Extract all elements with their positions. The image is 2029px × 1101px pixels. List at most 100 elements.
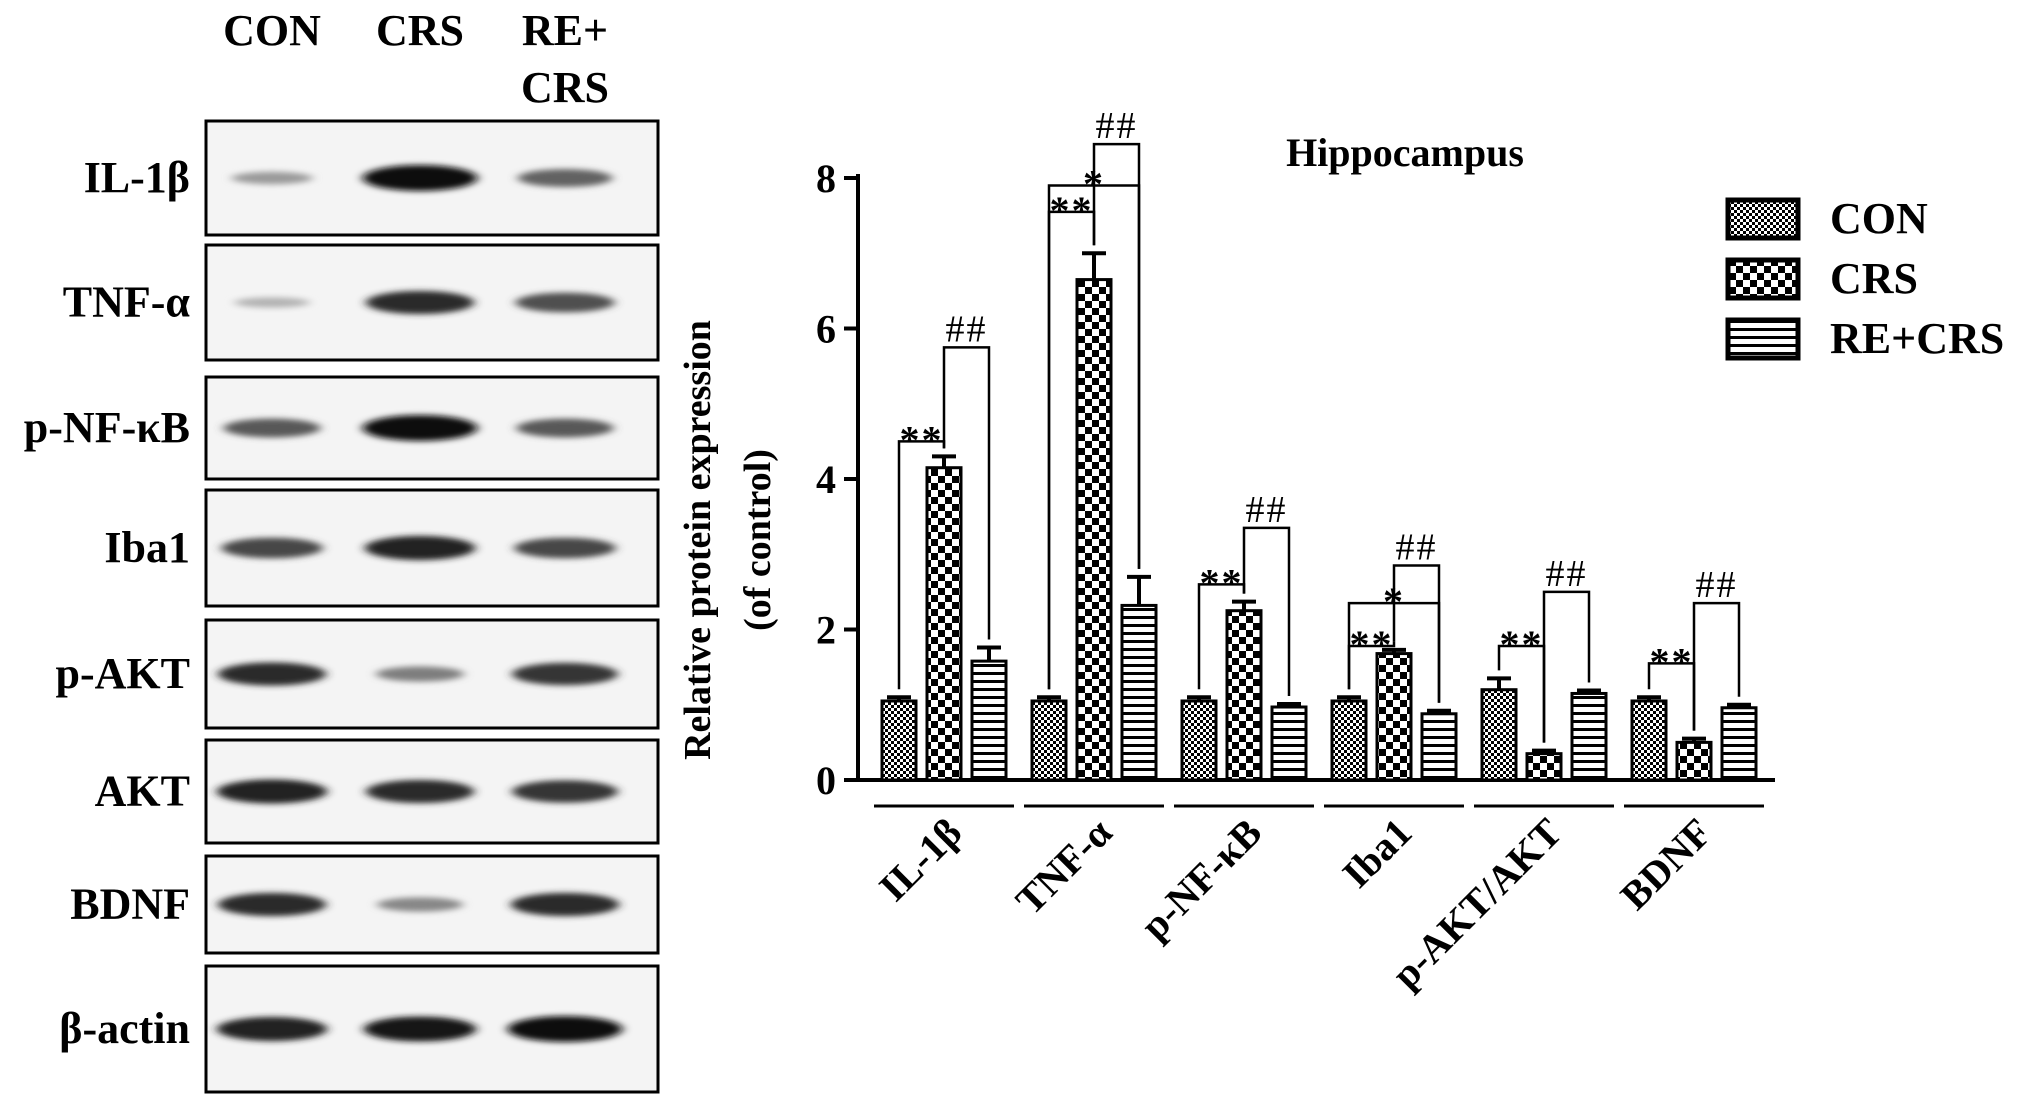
significance-label: ## [1096, 105, 1138, 147]
blot-row-label: β-actin [59, 1004, 190, 1053]
blot-row-label: BDNF [70, 880, 190, 929]
bar-CON-Iba1 [1330, 699, 1368, 782]
significance-bracket: ## [1242, 489, 1291, 696]
blot-row-label: IL-1β [84, 153, 190, 202]
blot-band [364, 535, 476, 561]
blot-band [517, 169, 613, 187]
bar-CRS-Iba1 [1375, 652, 1413, 782]
bar-CON-BDNF [1630, 699, 1668, 782]
blot-band [216, 779, 328, 804]
blot-band [376, 666, 464, 682]
blot-band [217, 892, 327, 917]
y-tick-label: 8 [816, 156, 836, 201]
bar-RE+CRS-IL-1β [970, 659, 1008, 782]
bar-RE+CRS-p-AKT/AKT [1570, 691, 1608, 782]
bar-CRS-IL-1β [925, 466, 963, 782]
bar-RE+CRS-TNF-α [1120, 603, 1158, 782]
bar-CRS-p-NF-κB [1225, 609, 1263, 782]
blot-band [362, 415, 478, 441]
blot-row: IL-1β [84, 119, 660, 237]
legend-swatch-CON [1725, 197, 1801, 241]
blot-band [365, 779, 475, 804]
blot-band [377, 897, 463, 912]
blot-band [217, 662, 327, 686]
blot-band [512, 780, 618, 803]
blot-row: Iba1 [104, 488, 660, 608]
blot-band [365, 290, 475, 315]
bar-CON-p-AKT/AKT [1480, 688, 1518, 782]
lane-label-2-1: CRS [521, 63, 609, 112]
blot-band [507, 1016, 623, 1042]
significance-line [1392, 564, 1441, 703]
significance-bracket: ## [1392, 527, 1441, 703]
blot-band [223, 418, 321, 438]
y-axis-label-line-2: (of control) [737, 449, 779, 631]
blot-row-label: p-NF-κB [24, 403, 190, 452]
y-axis-label: Relative protein expression (of control) [677, 320, 779, 760]
blot-row: p-AKT [56, 618, 660, 730]
blot-band [221, 537, 323, 559]
x-tick-label: Iba1 [1334, 810, 1421, 897]
blot-row-label: Iba1 [104, 523, 190, 572]
bar-CON-IL-1β [880, 699, 918, 782]
significance-bracket: ## [942, 308, 991, 640]
significance-label: ** [1200, 560, 1244, 605]
lane-label-1-0: CRS [376, 6, 464, 55]
significance-label: ** [1650, 639, 1694, 684]
blot-row-label: TNF-α [63, 278, 191, 327]
x-tick-label: IL-1β [870, 810, 970, 910]
legend-swatch-RE+CRS [1725, 317, 1801, 361]
blot-band [363, 1016, 477, 1042]
significance-line [1242, 526, 1291, 696]
bar-CON-TNF-α [1030, 699, 1068, 782]
blot-band [514, 537, 616, 559]
blot-band [362, 165, 478, 191]
significance-label: ** [900, 417, 944, 462]
chart-title: Hippocampus [1286, 130, 1524, 175]
y-tick-label: 4 [816, 457, 836, 502]
significance-label: ## [1546, 553, 1588, 595]
blot-row: BDNF [70, 854, 660, 955]
bar-chart: Hippocampus Relative protein expression … [677, 105, 2004, 997]
blot-band [516, 418, 614, 438]
y-axis-label-line-1: Relative protein expression [677, 320, 719, 760]
lane-label-0-0: CON [223, 6, 321, 55]
blot-row: TNF-α [63, 243, 660, 362]
legend-label: CRS [1830, 254, 1918, 303]
significance-line [1542, 590, 1591, 743]
x-tick-label: BDNF [1612, 810, 1721, 919]
y-tick-label: 2 [816, 608, 836, 653]
significance-label: ** [1050, 188, 1094, 233]
blot-band [216, 1016, 328, 1042]
legend-label: RE+CRS [1830, 314, 2004, 363]
bar-CRS-BDNF [1675, 740, 1713, 782]
legend-label: CON [1830, 194, 1928, 243]
significance-bracket: ## [1092, 105, 1141, 569]
y-tick-label: 0 [816, 758, 836, 803]
blot-row-label: p-AKT [56, 649, 190, 698]
blot-row-label: AKT [95, 767, 190, 816]
significance-label: ** [1350, 622, 1394, 667]
significance-label: ## [1396, 527, 1438, 569]
blot-row: β-actin [59, 964, 660, 1094]
blot-band [234, 297, 310, 308]
x-tick-label: TNF-α [1007, 810, 1121, 924]
x-tick-label: p-NF-κB [1132, 810, 1271, 949]
significance-label: ## [946, 308, 988, 350]
blot-band [510, 892, 620, 917]
legend: CON CRS RE+CRS [1725, 194, 2004, 363]
significance-bracket: ## [1542, 553, 1591, 743]
y-tick-label: 6 [816, 307, 836, 352]
significance-line [1092, 142, 1141, 569]
significance-line [942, 346, 991, 640]
legend-swatch-CRS [1725, 257, 1801, 301]
blot-band [515, 292, 615, 313]
significance-label: ** [1500, 622, 1544, 667]
bar-CRS-p-AKT/AKT [1525, 752, 1563, 782]
significance-bracket: ## [1692, 564, 1741, 731]
blot-row: p-NF-κB [24, 375, 660, 481]
significance-label: ## [1246, 489, 1288, 531]
blot-row: AKT [95, 738, 660, 845]
